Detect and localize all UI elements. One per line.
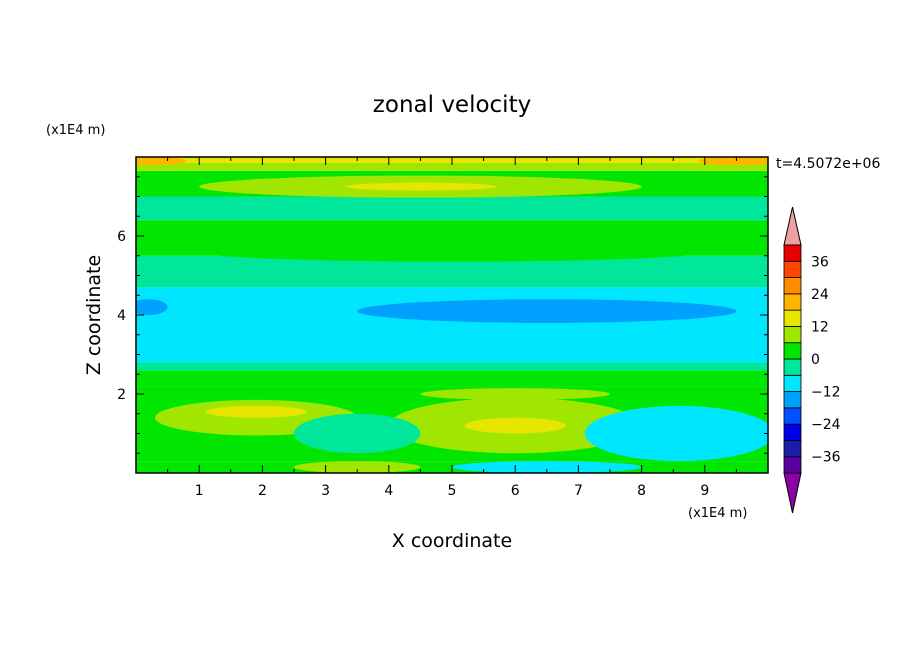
colorbar-label: −12 — [811, 385, 841, 401]
colorbar-label: −36 — [811, 450, 841, 466]
colorbar-swatch — [783, 244, 802, 262]
y-axis-units: (x1E4 m) — [46, 123, 105, 138]
feature-6 — [357, 299, 737, 323]
x-tick-label: 5 — [448, 483, 457, 499]
colorbar-swatch — [783, 456, 802, 474]
y-tick-label: 6 — [117, 229, 126, 245]
colorbar-swatch — [783, 293, 802, 311]
band-10 — [136, 162, 768, 171]
colorbar-swatch — [783, 309, 802, 327]
x-tick-label: 3 — [321, 483, 330, 499]
colorbar-label: −24 — [811, 417, 841, 433]
band-3 — [136, 370, 768, 387]
colorbar-swatch — [783, 374, 802, 392]
x-tick-label: 2 — [258, 483, 267, 499]
colorbar-label: 24 — [811, 287, 829, 303]
x-tick-label: 1 — [195, 483, 204, 499]
time-label: t=4.5072e+06 — [776, 156, 880, 172]
contour-plot-area — [136, 157, 768, 473]
x-axis-label: X coordinate — [392, 530, 512, 552]
colorbar-low-extension — [783, 472, 802, 514]
feature-10 — [199, 241, 705, 262]
colorbar-label: 0 — [811, 352, 820, 368]
contour-features — [136, 157, 768, 473]
feature-15 — [452, 461, 642, 473]
y-tick-label: 4 — [117, 308, 126, 324]
colorbar-swatch — [783, 440, 802, 458]
colorbar-swatch — [783, 260, 802, 278]
feature-11 — [420, 388, 610, 400]
colorbar: −36 −24 −12 0 12 24 36 — [783, 206, 841, 514]
feature-12 — [698, 157, 768, 165]
band-4 — [136, 362, 768, 371]
feature-3 — [464, 417, 566, 434]
feature-9 — [344, 182, 497, 191]
x-tick-label: 4 — [384, 483, 393, 499]
y-tick-labels: 2 4 6 — [117, 229, 126, 403]
colorbar-swatch — [783, 277, 802, 295]
feature-7 — [136, 299, 168, 315]
band-5 — [136, 287, 768, 363]
colorbar-swatch — [783, 391, 802, 409]
y-tick-label: 2 — [117, 387, 126, 403]
x-tick-labels: 1 2 3 4 5 6 7 8 9 — [195, 483, 710, 499]
x-tick-label: 8 — [637, 483, 646, 499]
x-axis-units: (x1E4 m) — [688, 506, 747, 521]
axis-ticks — [136, 157, 768, 473]
feature-4 — [584, 405, 768, 462]
colorbar-label: 36 — [811, 254, 829, 270]
colorbar-swatch — [783, 423, 802, 441]
feature-13 — [136, 157, 187, 165]
colorbar-swatch — [783, 326, 802, 344]
x-tick-label: 7 — [574, 483, 583, 499]
colorbar-label: 12 — [811, 319, 829, 335]
colorbar-high-extension — [783, 206, 802, 246]
chart-title: zonal velocity — [373, 92, 531, 118]
feature-5 — [294, 413, 421, 454]
x-tick-label: 9 — [700, 483, 709, 499]
colorbar-swatch — [783, 407, 802, 425]
colorbar-swatch — [783, 342, 802, 360]
x-tick-label: 6 — [511, 483, 520, 499]
y-axis-label: Z coordinate — [83, 255, 105, 375]
feature-1 — [205, 405, 307, 418]
colorbar-swatch — [783, 358, 802, 376]
band-8 — [136, 196, 768, 221]
